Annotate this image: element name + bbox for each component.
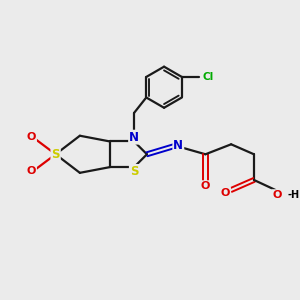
Text: O: O [221,188,230,198]
Text: O: O [27,132,36,142]
Text: S: S [130,165,138,178]
Text: -H: -H [287,190,299,200]
Text: Cl: Cl [202,72,214,82]
Text: O: O [201,181,210,191]
Text: O: O [272,190,281,200]
Text: S: S [51,148,60,161]
Text: N: N [173,139,183,152]
Text: O: O [27,167,36,176]
Text: N: N [129,131,139,144]
